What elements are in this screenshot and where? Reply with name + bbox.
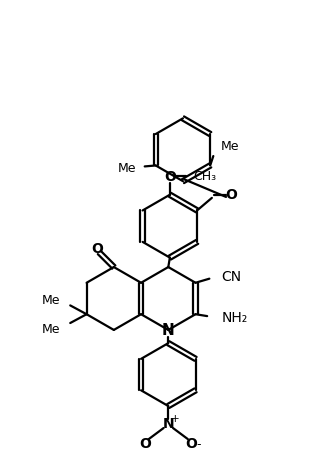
Text: N: N	[162, 323, 175, 338]
Text: CN: CN	[221, 270, 241, 284]
Text: NH₂: NH₂	[222, 311, 248, 325]
Text: +: +	[171, 413, 179, 423]
Text: O: O	[185, 436, 197, 450]
Text: Me: Me	[117, 161, 136, 174]
Text: Me: Me	[41, 294, 60, 307]
Text: O: O	[92, 241, 103, 255]
Text: CH₃: CH₃	[193, 170, 216, 183]
Text: Me: Me	[221, 140, 240, 153]
Text: Me: Me	[41, 322, 60, 336]
Text: O: O	[164, 170, 176, 184]
Text: O: O	[140, 436, 152, 450]
Text: -: -	[197, 437, 201, 450]
Text: O: O	[226, 187, 237, 201]
Text: N: N	[162, 416, 174, 430]
